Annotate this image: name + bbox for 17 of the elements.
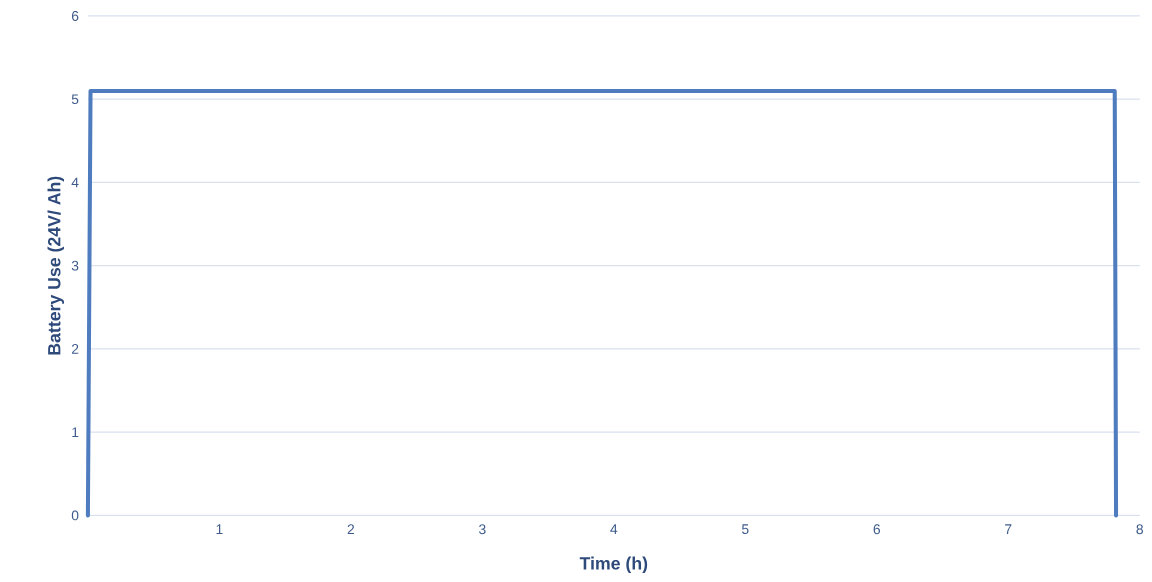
x-tick-label: 8	[1136, 524, 1143, 535]
x-tick-label: 3	[478, 524, 486, 535]
y-tick-label: 1	[72, 427, 79, 438]
x-tick-label: 4	[610, 524, 618, 535]
x-tick-label: 1	[216, 524, 223, 535]
y-axis-title: Battery Use (24V/ Ah)	[47, 176, 65, 355]
y-tick-label: 2	[71, 344, 79, 355]
y-tick-label: 5	[71, 94, 79, 105]
x-tick-label: 6	[873, 524, 881, 535]
x-tick-label: 5	[741, 524, 749, 535]
x-axis-title: Time (h)	[579, 556, 648, 574]
x-tick-label: 2	[347, 524, 355, 535]
y-tick-label: 4	[71, 177, 79, 188]
x-tick-label: 7	[1005, 524, 1012, 535]
y-tick-label: 6	[71, 11, 79, 22]
y-tick-label: 3	[71, 261, 79, 271]
y-tick-label: 0	[71, 510, 79, 521]
